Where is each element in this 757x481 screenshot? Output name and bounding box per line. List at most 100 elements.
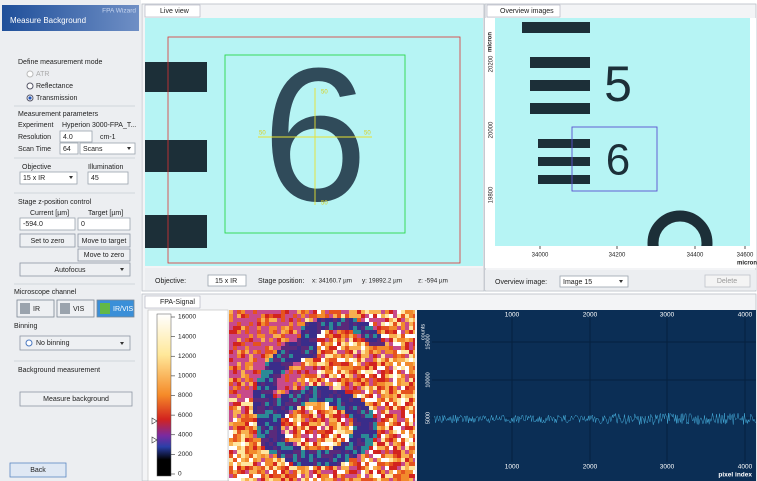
heatmap-cell — [337, 338, 341, 342]
heatmap-cell — [257, 378, 261, 382]
heatmap-cell — [265, 434, 269, 438]
heatmap-cell — [337, 406, 341, 410]
heatmap-cell — [393, 410, 397, 414]
heatmap-cell — [377, 426, 381, 430]
heatmap-cell — [397, 426, 401, 430]
heatmap-cell — [333, 358, 337, 362]
heatmap-cell — [393, 342, 397, 346]
heatmap-cell — [301, 386, 305, 390]
heatmap-cell — [333, 362, 337, 366]
heatmap-cell — [349, 442, 353, 446]
heatmap-cell — [269, 438, 273, 442]
heatmap-cell — [269, 454, 273, 458]
heatmap-cell — [333, 366, 337, 370]
heatmap-cell — [317, 350, 321, 354]
heatmap-cell — [245, 318, 249, 322]
heatmap-cell — [377, 422, 381, 426]
heatmap-cell — [345, 398, 349, 402]
heatmap-cell — [405, 454, 409, 458]
heatmap-cell — [297, 438, 301, 442]
heatmap-cell — [401, 338, 405, 342]
heatmap-cell — [265, 354, 269, 358]
heatmap-cell — [381, 318, 385, 322]
heatmap-cell — [365, 434, 369, 438]
heatmap-cell — [401, 418, 405, 422]
heatmap-cell — [353, 374, 357, 378]
heatmap-cell — [273, 314, 277, 318]
heatmap-cell — [293, 334, 297, 338]
heatmap-cell — [289, 310, 293, 314]
heatmap-cell — [333, 422, 337, 426]
heatmap-cell — [293, 326, 297, 330]
heatmap-cell — [241, 334, 245, 338]
heatmap-cell — [357, 342, 361, 346]
heatmap-cell — [233, 438, 237, 442]
heatmap-cell — [405, 378, 409, 382]
heatmap-cell — [345, 326, 349, 330]
radio[interactable] — [27, 83, 33, 89]
heatmap-cell — [361, 370, 365, 374]
heatmap-cell — [381, 442, 385, 446]
spectrum-plot — [417, 310, 756, 481]
heatmap-cell — [285, 450, 289, 454]
heatmap-cell — [377, 334, 381, 338]
heatmap-cell — [357, 382, 361, 386]
heatmap-cell — [361, 470, 365, 474]
heatmap-cell — [257, 430, 261, 434]
heatmap-cell — [305, 458, 309, 462]
heatmap-cell — [261, 402, 265, 406]
axis-label: micron — [488, 32, 494, 52]
heatmap-cell — [333, 338, 337, 342]
heatmap-cell — [253, 374, 257, 378]
colorbar-tick-label: 2000 — [178, 451, 193, 458]
heatmap-cell — [285, 458, 289, 462]
heatmap-cell — [381, 422, 385, 426]
heatmap-cell — [273, 402, 277, 406]
heatmap-cell — [405, 334, 409, 338]
radio[interactable] — [27, 71, 33, 77]
heatmap-cell — [237, 454, 241, 458]
heatmap-cell — [405, 450, 409, 454]
heatmap-cell — [313, 442, 317, 446]
heatmap-cell — [253, 426, 257, 430]
heatmap-cell — [401, 426, 405, 430]
heatmap-cell — [405, 418, 409, 422]
heatmap-cell — [237, 438, 241, 442]
heatmap-cell — [365, 446, 369, 450]
heatmap-cell — [349, 406, 353, 410]
heatmap-cell — [329, 310, 333, 314]
heatmap-cell — [289, 322, 293, 326]
heatmap-cell — [329, 414, 333, 418]
heatmap-cell — [345, 350, 349, 354]
heatmap-cell — [269, 318, 273, 322]
heatmap-cell — [365, 310, 369, 314]
heatmap-cell — [237, 362, 241, 366]
heatmap-cell — [281, 418, 285, 422]
heatmap-cell — [309, 406, 313, 410]
heatmap-cell — [229, 318, 233, 322]
heatmap-cell — [249, 378, 253, 382]
heatmap-cell — [253, 310, 257, 314]
heatmap-cell — [309, 426, 313, 430]
heatmap-cell — [241, 346, 245, 350]
heatmap-cell — [377, 474, 381, 478]
heatmap-cell — [369, 366, 373, 370]
heatmap-cell — [317, 430, 321, 434]
heatmap-cell — [401, 354, 405, 358]
heatmap-cell — [409, 410, 413, 414]
heatmap-cell — [357, 354, 361, 358]
heatmap-cell — [365, 430, 369, 434]
heatmap-cell — [297, 318, 301, 322]
heatmap-cell — [349, 438, 353, 442]
heatmap-cell — [401, 410, 405, 414]
heatmap-cell — [357, 378, 361, 382]
heatmap-cell — [233, 378, 237, 382]
heatmap-cell — [309, 318, 313, 322]
heatmap-cell — [229, 374, 233, 378]
heatmap-cell — [329, 314, 333, 318]
heatmap-cell — [257, 394, 261, 398]
heatmap-cell — [337, 438, 341, 442]
target-input[interactable] — [78, 218, 130, 230]
heatmap-cell — [277, 398, 281, 402]
heatmap-cell — [257, 454, 261, 458]
